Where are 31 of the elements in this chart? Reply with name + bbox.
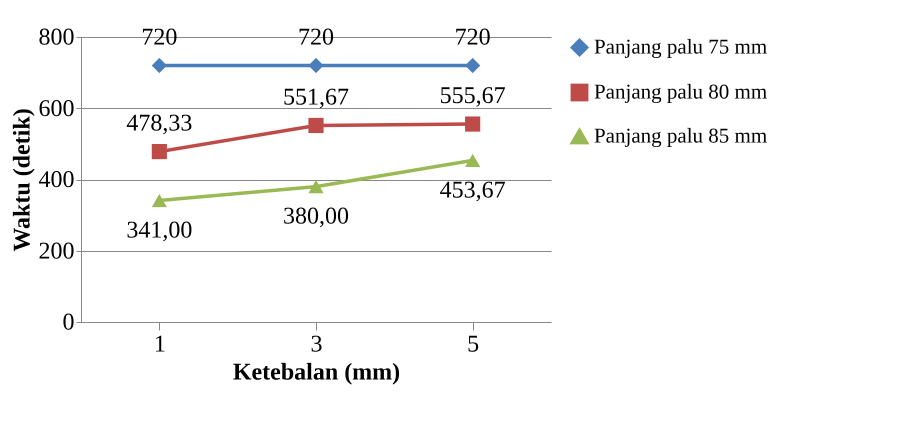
data-label: 341,00: [126, 218, 192, 244]
x-axis-title: Ketebalan (mm): [232, 360, 400, 386]
data-label: 551,67: [283, 84, 349, 110]
point: [465, 116, 480, 132]
y-axis-title: Waktu (detik): [10, 108, 36, 252]
y-tick-label: 600: [38, 96, 74, 122]
data-label: 453,67: [440, 177, 506, 204]
point: [152, 58, 167, 74]
point: [308, 118, 324, 134]
y-tick-label: 800: [38, 24, 74, 50]
point: [308, 180, 324, 194]
point: [152, 194, 167, 208]
point: [465, 58, 480, 74]
data-label: 720: [298, 24, 334, 50]
x-tick-label: 1: [154, 332, 166, 358]
y-tick-label: 200: [38, 238, 74, 264]
data-label: 720: [141, 24, 178, 50]
point: [152, 144, 167, 160]
point: [308, 58, 324, 74]
legend-label: Panjang palu 80 mm: [594, 80, 768, 104]
data-label: 555,67: [440, 83, 506, 110]
y-tick-label: 0: [62, 310, 74, 336]
legend-label: Panjang palu 85 mm: [594, 124, 768, 148]
point: [465, 154, 480, 167]
x-tick-label: 3: [310, 332, 322, 358]
x-tick-label: 5: [467, 332, 480, 358]
data-label: 478,33: [126, 110, 192, 137]
legend-label: Panjang palu 75 mm: [594, 34, 768, 58]
data-label: 720: [454, 24, 491, 50]
data-label: 380,00: [283, 204, 349, 230]
y-tick-label: 400: [38, 167, 74, 193]
